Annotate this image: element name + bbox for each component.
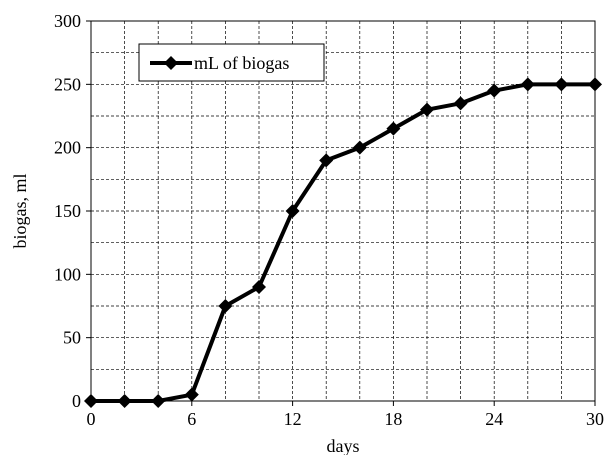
x-tick-label: 12 [284,409,302,429]
data-point-marker [352,140,367,155]
data-point-marker [252,280,266,294]
data-point-marker [554,77,569,92]
y-tick-label: 200 [54,138,81,158]
data-point-marker [520,77,535,92]
y-tick-label: 0 [72,391,81,411]
series-layer [84,77,602,408]
legend-label: mL of biogas [194,53,289,73]
data-point-marker [319,153,334,168]
legend-marker-diamond [164,56,178,70]
legend: mL of biogas [138,43,325,82]
data-point-marker [84,394,98,408]
grid [91,21,595,401]
x-tick-label: 18 [384,409,402,429]
y-tick-label: 100 [54,264,81,284]
data-point-marker [285,204,300,218]
data-point-marker [386,121,401,136]
data-point-marker [420,102,434,117]
data-point-marker [453,96,468,111]
x-axis-label: days [327,436,360,455]
x-tick-label: 24 [485,409,503,429]
data-point-marker [487,83,502,98]
y-tick-label: 50 [63,328,81,348]
series-line [91,82,595,403]
data-point-marker [117,394,132,408]
data-point-marker [151,394,166,408]
y-tick-label: 250 [54,74,81,94]
x-tick-label: 6 [187,409,196,429]
x-tick-label: 30 [586,409,604,429]
y-tick-label: 150 [54,201,81,221]
data-point-marker [184,387,199,402]
data-point-marker [588,77,602,92]
y-axis-label: biogas, ml [10,174,30,249]
data-point-marker [218,299,233,313]
x-tick-label: 0 [87,409,96,429]
y-tick-label: 300 [54,11,81,31]
